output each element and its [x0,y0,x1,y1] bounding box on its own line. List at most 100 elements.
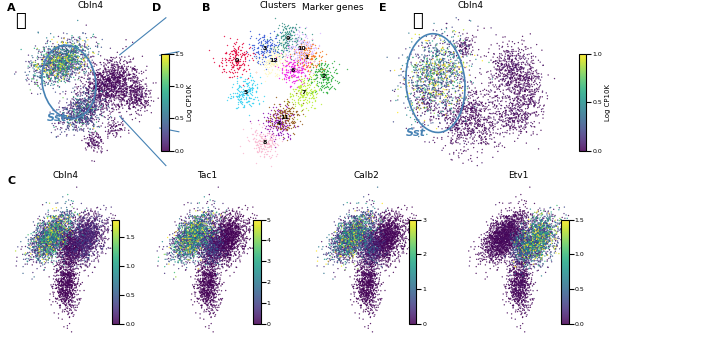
Point [336,237,348,242]
Point [199,232,210,238]
Point [409,47,420,53]
Point [57,231,69,236]
Point [40,231,52,237]
Point [527,61,538,66]
Point [389,229,400,234]
Point [125,94,137,100]
Point [182,226,193,231]
Point [348,229,360,235]
Point [193,267,204,273]
Point [375,227,386,233]
Point [358,237,369,242]
Point [287,53,299,59]
Point [391,225,402,230]
Point [262,140,273,145]
Point [363,275,375,281]
Point [42,252,53,258]
Point [507,217,518,222]
Point [376,244,387,249]
Point [193,229,205,234]
Point [356,231,367,236]
Point [198,297,209,302]
Point [508,233,520,238]
Point [513,99,524,105]
Point [55,242,66,248]
Point [195,240,207,246]
Point [452,99,464,104]
Point [527,249,538,254]
Point [527,212,538,218]
Point [351,244,362,249]
Point [283,36,295,41]
Point [47,248,58,254]
Point [520,246,532,252]
Point [230,231,241,237]
Point [232,80,243,86]
Point [521,240,532,246]
Point [492,240,503,245]
Point [90,105,101,111]
Point [362,262,373,267]
Point [174,236,185,242]
Point [78,251,89,256]
Point [508,294,520,300]
Point [391,228,402,234]
Point [428,115,440,120]
Point [351,225,362,231]
Point [66,64,77,70]
Point [203,232,215,238]
Point [205,256,217,262]
Point [523,248,534,253]
Point [364,278,375,283]
Point [108,120,119,126]
Point [138,103,149,108]
Point [508,230,519,236]
Point [519,282,530,288]
Point [103,105,115,110]
Point [440,101,452,107]
Point [194,207,205,213]
Point [73,255,84,261]
Point [450,47,461,52]
Point [512,249,523,255]
Point [293,84,304,90]
Point [253,55,265,60]
Point [297,65,308,71]
Point [45,216,57,221]
Point [303,51,314,57]
Point [493,117,504,122]
Point [79,224,90,229]
Point [66,257,77,263]
Point [203,256,215,262]
Point [518,246,529,252]
Point [384,253,395,258]
Point [267,104,278,109]
Point [366,267,377,273]
Point [63,212,74,218]
Point [59,79,70,84]
Point [492,261,503,267]
Point [507,224,518,230]
Point [346,240,358,246]
Point [440,64,451,69]
Point [486,249,498,255]
Point [59,247,70,253]
Point [386,223,397,229]
Point [503,80,514,85]
Point [37,238,48,243]
Point [369,206,380,211]
Point [526,234,537,240]
Point [510,224,521,229]
Point [299,53,311,58]
Point [370,249,382,255]
Point [109,73,120,78]
Point [524,251,535,256]
Point [497,34,508,40]
Point [49,240,60,245]
Point [525,246,536,252]
Point [343,241,355,247]
Point [30,246,41,252]
Point [428,82,439,88]
Point [370,249,382,255]
Point [293,64,304,70]
